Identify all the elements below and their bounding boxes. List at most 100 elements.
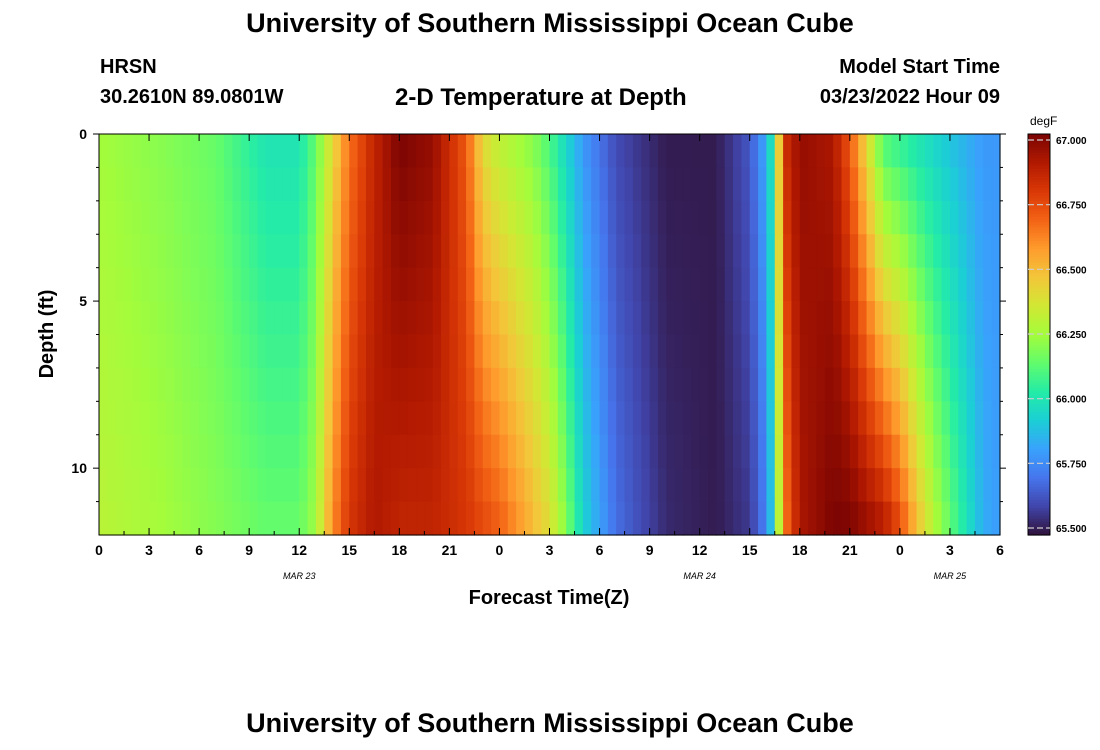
heatmap-cell bbox=[224, 401, 234, 436]
heatmap-cell bbox=[499, 134, 509, 169]
heatmap-cell bbox=[924, 501, 934, 536]
heatmap-cells bbox=[99, 134, 1001, 536]
heatmap-cell bbox=[733, 134, 742, 169]
heatmap-cell bbox=[349, 234, 359, 269]
heatmap-cell bbox=[149, 401, 158, 436]
heatmap-cell bbox=[632, 501, 642, 536]
page-title: University of Southern Mississippi Ocean… bbox=[246, 8, 854, 38]
heatmap-cell bbox=[249, 501, 259, 536]
colorbar-segment bbox=[1028, 345, 1050, 349]
heatmap-cell bbox=[883, 468, 893, 503]
heatmap-cell bbox=[766, 167, 776, 202]
heatmap-cell bbox=[182, 301, 192, 336]
heatmap-cell bbox=[632, 367, 642, 402]
x-tick-label: 9 bbox=[646, 542, 654, 558]
heatmap-cell bbox=[491, 367, 501, 402]
heatmap-cell bbox=[290, 434, 300, 469]
colorbar-segment bbox=[1028, 142, 1050, 146]
heatmap-cell bbox=[257, 401, 267, 436]
heatmap-cell bbox=[274, 334, 284, 369]
heatmap-cell bbox=[432, 267, 442, 302]
heatmap-cell bbox=[899, 234, 909, 269]
heatmap-cell bbox=[891, 401, 901, 436]
heatmap-cell bbox=[132, 434, 142, 469]
heatmap-cell bbox=[833, 468, 843, 503]
heatmap-cell bbox=[299, 501, 309, 536]
heatmap-cell bbox=[974, 468, 984, 503]
heatmap-cell bbox=[240, 501, 250, 536]
heatmap-cell bbox=[132, 301, 142, 336]
heatmap-cell bbox=[324, 200, 334, 235]
heatmap-cell bbox=[457, 301, 467, 336]
colorbar-segment bbox=[1028, 377, 1050, 381]
heatmap-cell bbox=[641, 401, 651, 436]
heatmap-cell bbox=[916, 401, 926, 436]
heatmap-cell bbox=[332, 200, 342, 235]
heatmap-cell bbox=[816, 234, 826, 269]
heatmap-cell bbox=[632, 167, 642, 202]
heatmap-cell bbox=[149, 234, 158, 269]
heatmap-cell bbox=[390, 134, 400, 169]
colorbar-segment bbox=[1028, 444, 1050, 448]
heatmap-cell bbox=[733, 167, 742, 202]
heatmap-cell bbox=[841, 234, 851, 269]
heatmap-cell bbox=[766, 267, 776, 302]
heatmap-cell bbox=[99, 468, 108, 503]
heatmap-cell bbox=[399, 167, 409, 202]
heatmap-cell bbox=[491, 401, 501, 436]
heatmap-cell bbox=[365, 501, 375, 536]
heatmap-cell bbox=[232, 468, 242, 503]
heatmap-cell bbox=[349, 200, 359, 235]
heatmap-cell bbox=[949, 134, 959, 169]
heatmap-cell bbox=[274, 301, 284, 336]
colorbar-segment bbox=[1028, 321, 1050, 325]
heatmap-cell bbox=[449, 367, 459, 402]
heatmap-cell bbox=[365, 367, 375, 402]
heatmap-cell bbox=[599, 367, 609, 402]
heatmap-cell bbox=[783, 334, 793, 369]
heatmap-cell bbox=[499, 167, 509, 202]
heatmap-cell bbox=[674, 234, 684, 269]
heatmap-cell bbox=[349, 501, 359, 536]
heatmap-cell bbox=[107, 234, 117, 269]
heatmap-cell bbox=[841, 334, 851, 369]
colorbar-segment bbox=[1028, 329, 1050, 333]
heatmap-cell bbox=[299, 367, 309, 402]
colorbar-segment bbox=[1028, 294, 1050, 298]
heatmap-cell bbox=[749, 301, 759, 336]
heatmap-cell bbox=[632, 134, 642, 169]
heatmap-cell bbox=[591, 501, 601, 536]
colorbar-segment bbox=[1028, 313, 1050, 317]
heatmap-cell bbox=[466, 367, 476, 402]
heatmap-cell bbox=[858, 134, 868, 169]
heatmap-cell bbox=[499, 301, 509, 336]
heatmap-cell bbox=[382, 234, 392, 269]
heatmap-cell bbox=[566, 234, 576, 269]
heatmap-cell bbox=[516, 234, 526, 269]
x-tick-label: 0 bbox=[95, 542, 103, 558]
heatmap-cell bbox=[424, 468, 434, 503]
colorbar-segment bbox=[1028, 508, 1050, 512]
heatmap-cell bbox=[607, 434, 617, 469]
heatmap-cell bbox=[232, 134, 242, 169]
heatmap-cell bbox=[124, 234, 133, 269]
heatmap-cell bbox=[507, 134, 517, 169]
heatmap-cell bbox=[599, 267, 609, 302]
heatmap-cell bbox=[758, 134, 767, 169]
colorbar-segment bbox=[1028, 516, 1050, 520]
heatmap-cell bbox=[165, 501, 175, 536]
heatmap-cell bbox=[741, 134, 751, 169]
colorbar-segment bbox=[1028, 254, 1050, 258]
heatmap-cell bbox=[466, 501, 476, 536]
heatmap-cell bbox=[849, 501, 859, 536]
heatmap-cell bbox=[891, 334, 901, 369]
heatmap-cell bbox=[157, 501, 167, 536]
heatmap-cell bbox=[891, 434, 901, 469]
heatmap-cell bbox=[199, 501, 209, 536]
heatmap-cell bbox=[758, 334, 767, 369]
colorbar-segment bbox=[1028, 404, 1050, 408]
heatmap-cell bbox=[649, 301, 659, 336]
heatmap-cell bbox=[758, 167, 767, 202]
heatmap-cell bbox=[891, 200, 901, 235]
colorbar-segment bbox=[1028, 206, 1050, 210]
